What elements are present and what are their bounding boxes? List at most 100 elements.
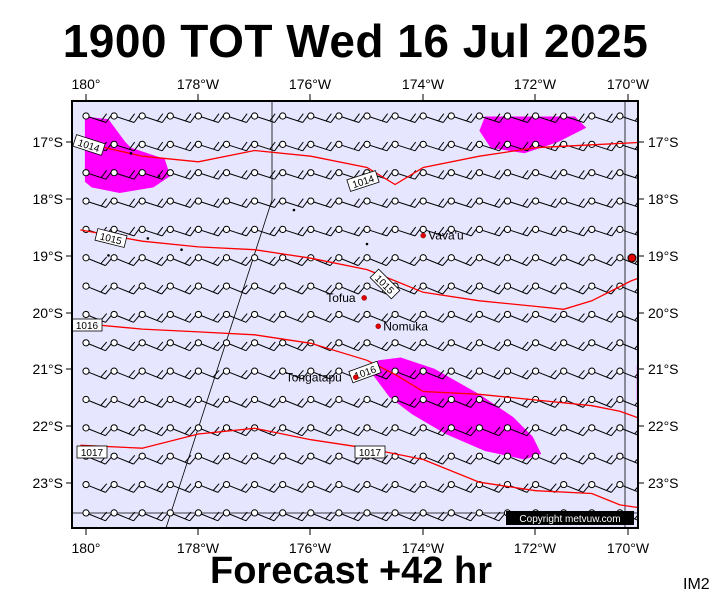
barb-station: [251, 310, 259, 319]
barb-station: [279, 452, 287, 460]
wind-barb: [194, 140, 226, 152]
barb-feather: [606, 341, 613, 350]
barb-feather: [325, 226, 332, 235]
barb-station: [166, 509, 174, 517]
barb-station: [110, 395, 118, 404]
barb-station: [419, 310, 427, 319]
barb-station: [335, 140, 343, 148]
barb-feather: [184, 313, 192, 321]
barb-feather: [184, 369, 192, 378]
wind-barb: [391, 509, 423, 522]
barb-shaft: [453, 343, 471, 352]
barb-feather: [325, 113, 332, 122]
wind-barb: [251, 282, 283, 295]
wind-barb: [251, 339, 283, 352]
barb-shaft: [116, 258, 134, 267]
wind-barb: [335, 197, 367, 208]
barb-feather: [550, 341, 557, 350]
barb-shaft: [201, 201, 219, 208]
barb-station: [363, 254, 371, 262]
wind-barb: [222, 254, 255, 267]
barb-shaft: [594, 144, 612, 152]
barb-feather: [639, 342, 647, 351]
wind-barb: [447, 225, 479, 237]
barb-feather: [550, 198, 557, 207]
barb-feather: [241, 226, 248, 235]
barb-shaft: [622, 428, 638, 436]
barb-station: [222, 452, 231, 460]
barb-feather: [639, 483, 647, 492]
wind-barb: [503, 254, 536, 267]
barb-station: [560, 112, 568, 120]
barb-station: [560, 452, 568, 460]
barb-feather: [297, 483, 304, 491]
barb-feather: [128, 141, 136, 150]
lon-label-bottom: 176°W: [289, 540, 332, 556]
wind-barb: [560, 112, 592, 123]
barb-shaft: [341, 229, 360, 237]
barb-feather: [409, 483, 417, 491]
barb-station: [419, 282, 427, 290]
wind-barb: [419, 452, 451, 465]
barb-station: [560, 310, 568, 319]
barb-shaft: [285, 428, 303, 437]
barb-station: [251, 509, 259, 517]
barb-station: [503, 197, 512, 205]
barb-shaft: [116, 144, 135, 152]
barb-shaft: [566, 173, 584, 180]
barb-shaft: [566, 286, 584, 295]
barb-shaft: [257, 144, 275, 152]
barb-feather: [156, 369, 164, 378]
wind-barb: [475, 282, 507, 295]
barb-feather: [100, 511, 108, 520]
barb-feather: [212, 454, 220, 463]
barb-station: [251, 480, 259, 489]
barb-feather: [297, 226, 304, 235]
barb-feather: [578, 256, 585, 265]
barb-shaft: [369, 286, 387, 295]
barb-shaft: [201, 173, 219, 180]
wind-barb: [222, 480, 255, 493]
barb-station: [222, 169, 231, 177]
barb-station: [335, 480, 343, 489]
barb-shaft: [594, 371, 612, 380]
barb-shaft: [482, 456, 500, 465]
barb-station: [222, 339, 231, 347]
barb-shaft: [510, 116, 528, 123]
barb-feather: [409, 226, 417, 235]
barb-station: [391, 509, 399, 517]
barb-station: [307, 225, 315, 233]
barb-shaft: [594, 456, 612, 465]
wind-barb: [251, 225, 283, 237]
barb-station: [475, 112, 483, 120]
wind-barb: [335, 424, 367, 437]
barb-station: [307, 452, 315, 460]
wind-barb: [110, 452, 142, 465]
barb-shaft: [257, 201, 275, 208]
barb-shaft: [313, 286, 331, 295]
barb-shaft: [510, 258, 528, 267]
barb-shaft: [453, 258, 471, 267]
barb-station: [82, 395, 90, 404]
barb-shaft: [538, 371, 556, 380]
barb-station: [391, 112, 399, 120]
barb-station: [588, 339, 596, 347]
barb-feather: [493, 454, 501, 463]
barb-station: [307, 310, 315, 319]
barb-station: [166, 112, 174, 120]
barb-station: [419, 480, 427, 489]
barb-station: [588, 310, 596, 319]
barb-station: [82, 339, 90, 347]
wind-barb: [447, 282, 479, 295]
barb-shaft: [425, 315, 443, 323]
barb-feather: [212, 284, 220, 293]
island-speck: [157, 174, 161, 178]
barb-shaft: [538, 456, 556, 465]
barb-shaft: [397, 315, 415, 323]
wind-barb: [560, 169, 592, 180]
barb-shaft: [116, 315, 134, 323]
barb-shaft: [257, 428, 275, 437]
barb-station: [560, 339, 568, 347]
barb-feather: [381, 226, 389, 235]
barb-station: [194, 254, 202, 262]
